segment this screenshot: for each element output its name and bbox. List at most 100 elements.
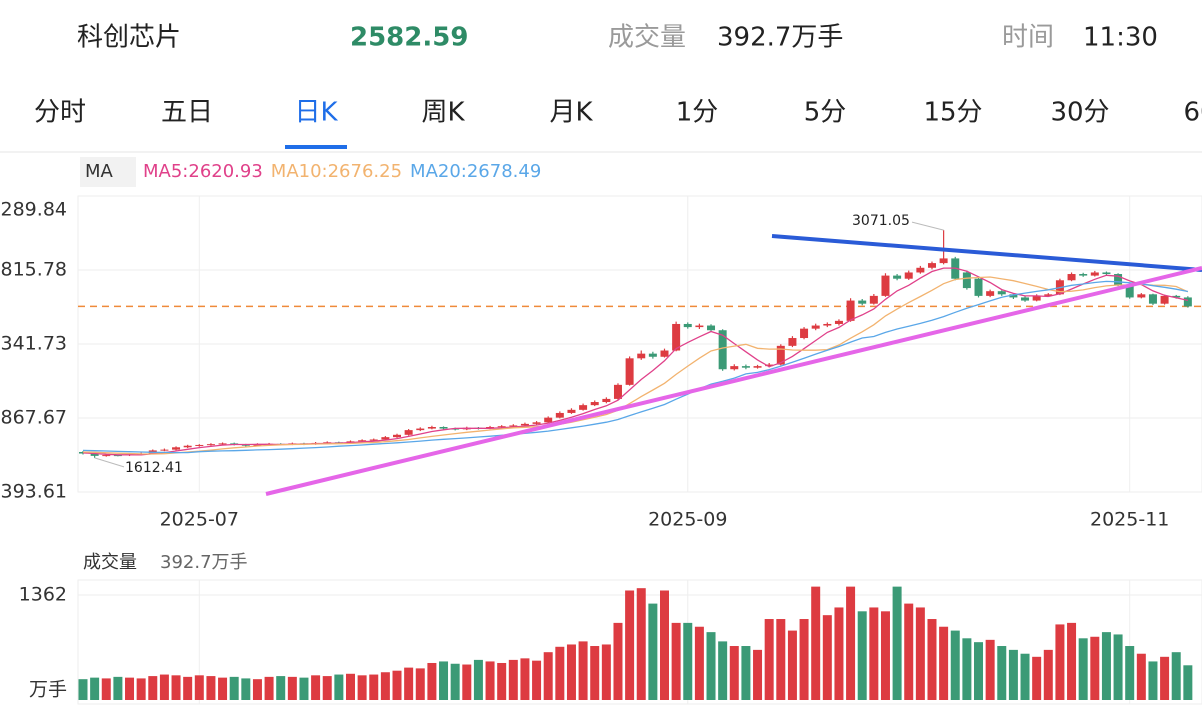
candle-body [183, 445, 192, 448]
tab-underline [285, 145, 347, 149]
candle-body [765, 364, 774, 367]
y-tick-label: 2341.73 [0, 332, 67, 354]
candle-body [939, 258, 948, 264]
candle-body [451, 428, 460, 430]
candle-body [811, 325, 820, 329]
tab[interactable]: 60 [1183, 98, 1202, 128]
volume-bar [787, 630, 797, 700]
candle-body [637, 353, 646, 359]
volume-bar [439, 661, 449, 700]
candle-body [1160, 295, 1169, 304]
volume-bar [950, 630, 960, 700]
indicator-box[interactable] [80, 157, 136, 187]
candle-body [846, 300, 855, 321]
volume-bar [636, 588, 646, 700]
candle-body [218, 443, 227, 445]
candle-body [962, 272, 971, 289]
candle-body [893, 275, 902, 279]
candle-body [741, 366, 750, 368]
volume-bar [1020, 653, 1030, 700]
volume-bar [369, 674, 379, 700]
candle-body [695, 325, 704, 328]
volume-bar [1148, 661, 1158, 700]
candle-body [1067, 274, 1076, 281]
tab[interactable]: 五日 [161, 98, 213, 128]
candle-body [1114, 274, 1123, 285]
tab[interactable]: 1分 [676, 98, 719, 128]
volume-bar [485, 661, 495, 700]
candle-body [834, 320, 843, 324]
candle-body [404, 430, 413, 435]
volume-unit: 万手 [29, 679, 67, 701]
tab[interactable]: 分时 [34, 98, 86, 128]
candle-body [707, 325, 716, 331]
volume-bar [566, 644, 576, 700]
volume-bar [334, 674, 344, 700]
volume-bar [822, 615, 832, 700]
volume-bar [404, 667, 414, 700]
tab[interactable]: 月K [549, 98, 593, 128]
volume-bar [1078, 638, 1088, 700]
volume-bar [113, 676, 123, 700]
trendline-support [265, 266, 1202, 496]
volume-bar [834, 607, 844, 700]
ma-line [82, 267, 1189, 456]
volume-value: 392.7万手 [717, 23, 843, 53]
volume-bar [869, 607, 879, 700]
volume-bar [985, 639, 995, 700]
tab[interactable]: 5分 [804, 98, 847, 128]
volume-bar [857, 611, 867, 700]
candle-body [1125, 284, 1134, 298]
volume-panel-total: 392.7万手 [160, 552, 248, 573]
volume-bar [1008, 649, 1018, 700]
x-tick-label: 2025-07 [160, 509, 239, 531]
volume-bar [892, 586, 902, 700]
volume-bar [590, 646, 600, 700]
tab[interactable]: 日K [294, 98, 338, 128]
candle-body [648, 353, 657, 357]
volume-bar [555, 646, 565, 700]
volume-bar [206, 676, 216, 700]
candle-body [1137, 294, 1146, 298]
candle-body [730, 366, 739, 370]
volume-bar [846, 586, 856, 700]
volume-bar [880, 611, 890, 700]
volume-bar [194, 675, 204, 700]
tab[interactable]: 15分 [923, 98, 982, 128]
volume-bar [264, 676, 274, 700]
time-value: 11:30 [1083, 23, 1158, 53]
volume-panel [77, 579, 1202, 705]
low-label: 1612.41 [125, 460, 183, 476]
candle-body [497, 426, 506, 428]
candle-body [555, 412, 564, 418]
y-tick-label: 1393.61 [0, 481, 67, 503]
candle-body [997, 291, 1006, 295]
volume-bar [706, 632, 716, 700]
candle-body [800, 328, 809, 339]
y-tick-label: 3289.84 [0, 199, 67, 221]
candle-body [416, 428, 425, 431]
volume-bar [718, 641, 728, 700]
candle-body [753, 366, 762, 368]
volume-bar [171, 675, 181, 700]
tab[interactable]: 周K [421, 98, 465, 128]
tab[interactable]: 30分 [1050, 98, 1109, 128]
volume-bar [90, 677, 100, 700]
candle-body [718, 330, 727, 370]
candle-body [532, 422, 541, 424]
volume-bar [741, 646, 751, 700]
candle-body [1090, 272, 1099, 276]
candle-body [381, 437, 390, 440]
volume-bar [776, 619, 786, 700]
volume-bar [508, 659, 518, 700]
volume-bar [299, 677, 309, 700]
volume-bar [159, 674, 169, 700]
volume-bar [462, 664, 472, 700]
candle-body [102, 455, 111, 457]
volume-bar [1043, 649, 1053, 700]
candle-body [625, 358, 634, 385]
volume-bar [183, 676, 193, 700]
volume-bar [322, 676, 332, 700]
